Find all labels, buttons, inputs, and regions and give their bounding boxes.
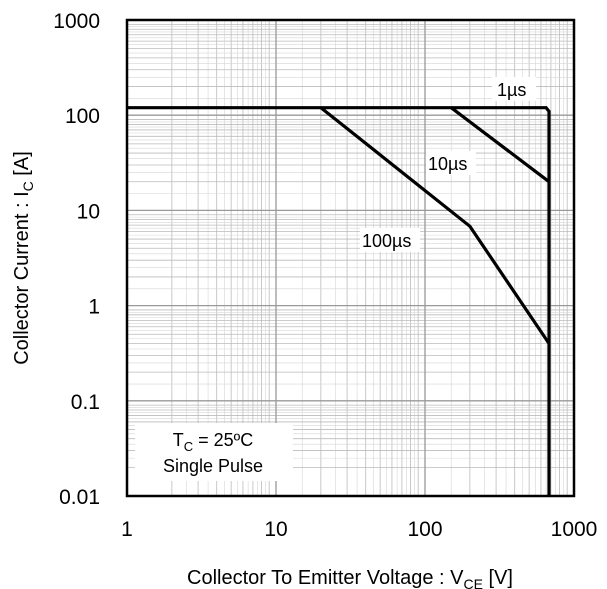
series-label-10us: 10µs [428, 154, 467, 174]
x-tick-label: 10 [264, 518, 287, 541]
condition-pulse: Single Pulse [163, 456, 263, 476]
y-tick-label: 0.1 [71, 391, 100, 414]
minor-grid [127, 20, 574, 496]
x-tick-label: 100 [407, 518, 442, 541]
series-label-1us: 1µs [497, 80, 526, 100]
x-tick-label: 1000 [551, 518, 598, 541]
major-grid [127, 20, 574, 496]
y-tick-label: 1 [88, 296, 100, 319]
x-tick-label: 1 [121, 518, 133, 541]
tick-labels: 1 10 100 1000 0.01 0.1 1 10 100 1000 [53, 10, 597, 541]
condition-tc: TC = 25ºC [173, 430, 254, 454]
series-layer [127, 106, 551, 496]
y-tick-label: 10 [77, 200, 100, 223]
label-1us-bg [492, 77, 536, 101]
y-axis-label: Collector Current : IC [A] [11, 151, 36, 365]
y-tick-label: 100 [65, 105, 100, 128]
plot-frame [125, 18, 576, 498]
series-line-2 [450, 106, 550, 183]
label-100us-bg [360, 228, 420, 252]
label-10us-bg [426, 151, 476, 175]
series-label-100us: 100µs [362, 231, 411, 251]
y-tick-label: 0.01 [59, 486, 100, 509]
y-tick-label: 1000 [53, 10, 100, 33]
conditions-box [135, 423, 293, 481]
series-line-1 [127, 106, 551, 496]
x-axis-label: Collector To Emitter Voltage : VCE [V] [187, 567, 513, 589]
series-line-3 [319, 106, 551, 345]
